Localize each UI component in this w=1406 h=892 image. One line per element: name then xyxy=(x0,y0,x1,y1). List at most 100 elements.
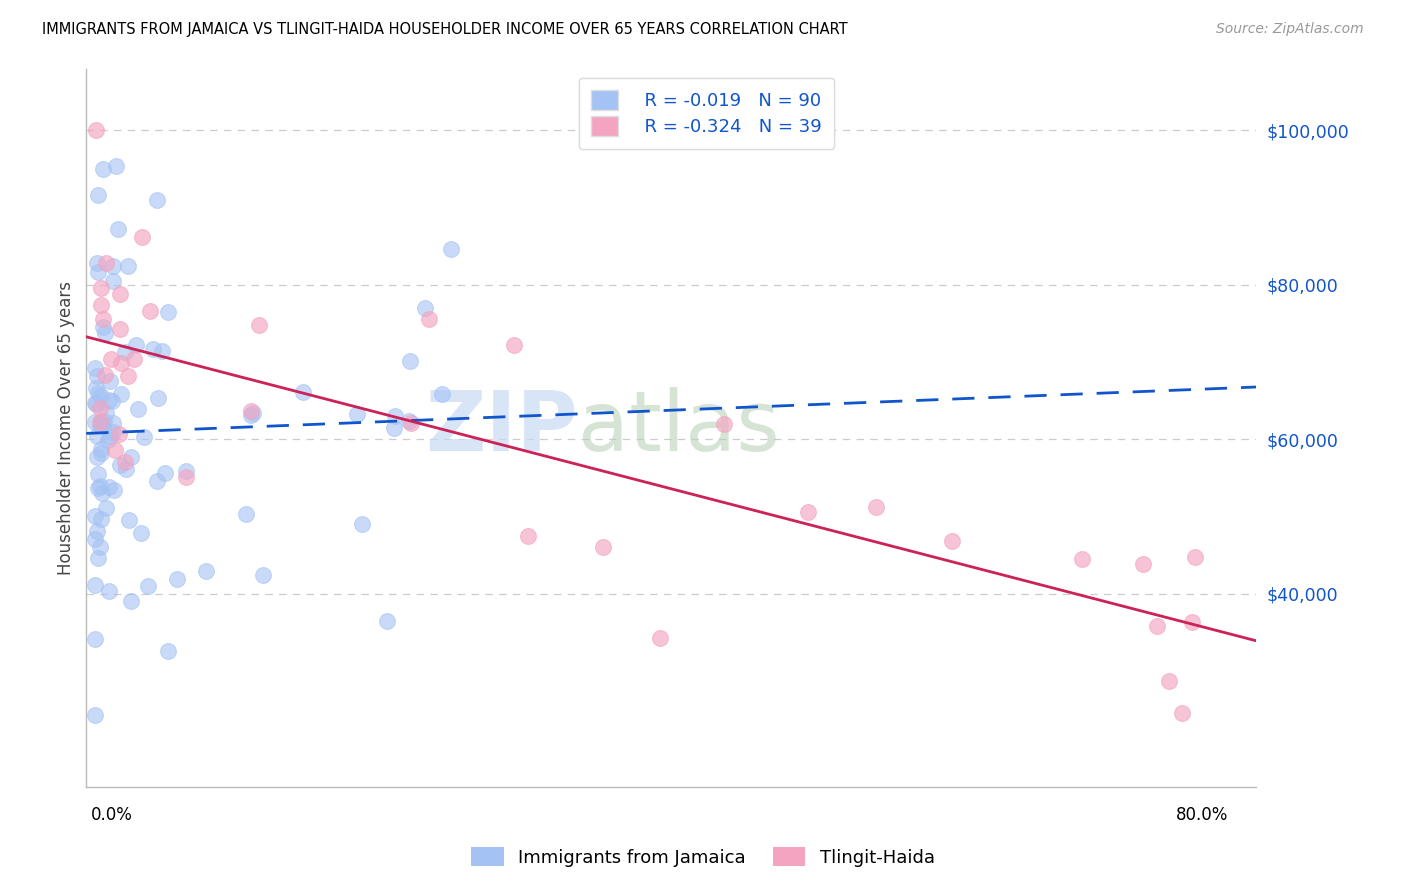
Point xyxy=(127,402,149,417)
Point xyxy=(89,281,111,295)
Point xyxy=(84,509,107,524)
Point xyxy=(239,404,262,418)
Legend: Immigrants from Jamaica, Tlingit-Haida: Immigrants from Jamaica, Tlingit-Haida xyxy=(464,840,942,874)
Point xyxy=(105,160,128,174)
Point xyxy=(84,361,107,376)
Point xyxy=(503,337,526,351)
Point xyxy=(142,343,165,357)
Point xyxy=(87,188,110,202)
Point xyxy=(101,393,124,408)
Point xyxy=(108,458,131,473)
Point xyxy=(114,345,136,359)
Point xyxy=(139,304,162,318)
Point xyxy=(89,479,111,493)
Point xyxy=(89,540,111,554)
Point xyxy=(418,312,440,326)
Point xyxy=(86,450,108,465)
Point xyxy=(91,320,114,334)
Point xyxy=(430,387,453,401)
Point xyxy=(84,397,107,411)
Point xyxy=(174,465,197,479)
Point xyxy=(83,532,105,546)
Point xyxy=(90,415,112,429)
Point xyxy=(114,455,136,469)
Point xyxy=(122,352,145,367)
Text: Source: ZipAtlas.com: Source: ZipAtlas.com xyxy=(1216,22,1364,37)
Point xyxy=(439,242,461,256)
Point xyxy=(153,466,176,480)
Point xyxy=(120,594,142,608)
Point xyxy=(1184,550,1206,565)
Point xyxy=(797,505,820,519)
Point xyxy=(107,222,129,236)
Point xyxy=(156,643,179,657)
Text: 0.0%: 0.0% xyxy=(90,806,132,824)
Point xyxy=(83,578,105,592)
Point xyxy=(86,428,108,442)
Point xyxy=(86,255,108,269)
Point xyxy=(384,409,406,424)
Point xyxy=(101,274,124,288)
Point xyxy=(93,312,115,326)
Point xyxy=(94,406,117,420)
Point xyxy=(110,286,132,301)
Point xyxy=(98,374,121,388)
Point xyxy=(346,407,368,421)
Point xyxy=(145,474,167,488)
Point xyxy=(86,481,108,495)
Point xyxy=(97,583,120,598)
Point xyxy=(292,384,315,399)
Point xyxy=(713,417,735,431)
Point xyxy=(90,298,112,312)
Point xyxy=(941,533,963,548)
Point xyxy=(242,406,264,420)
Point xyxy=(399,416,422,430)
Point xyxy=(104,443,127,458)
Point xyxy=(146,193,169,207)
Text: 80.0%: 80.0% xyxy=(1175,806,1227,824)
Point xyxy=(90,446,112,460)
Text: atlas: atlas xyxy=(578,387,779,468)
Point xyxy=(350,516,373,531)
Point xyxy=(1157,673,1180,688)
Point xyxy=(247,318,270,333)
Point xyxy=(117,259,139,273)
Point xyxy=(108,426,131,441)
Point xyxy=(375,615,398,629)
Point xyxy=(166,572,188,586)
Point xyxy=(384,421,406,435)
Point xyxy=(174,469,197,483)
Point xyxy=(93,161,115,176)
Point xyxy=(240,408,263,422)
Point xyxy=(134,430,156,444)
Point xyxy=(117,369,139,384)
Point xyxy=(1071,552,1094,566)
Point xyxy=(90,486,112,500)
Point xyxy=(94,255,117,269)
Point xyxy=(110,387,132,401)
Point xyxy=(90,389,112,403)
Point xyxy=(235,507,257,521)
Point xyxy=(1171,706,1194,720)
Point xyxy=(125,338,148,352)
Point xyxy=(865,500,887,514)
Point xyxy=(150,343,173,358)
Point xyxy=(117,513,139,527)
Point xyxy=(398,414,420,428)
Point xyxy=(1146,619,1168,633)
Point xyxy=(83,396,105,410)
Point xyxy=(1181,615,1204,630)
Point xyxy=(103,425,125,439)
Point xyxy=(136,579,159,593)
Point xyxy=(83,632,105,647)
Point xyxy=(96,501,118,516)
Point xyxy=(129,525,152,540)
Point xyxy=(87,386,110,401)
Point xyxy=(100,352,122,367)
Point xyxy=(98,392,121,407)
Point xyxy=(195,564,218,578)
Point xyxy=(86,265,108,279)
Text: IMMIGRANTS FROM JAMAICA VS TLINGIT-HAIDA HOUSEHOLDER INCOME OVER 65 YEARS CORREL: IMMIGRANTS FROM JAMAICA VS TLINGIT-HAIDA… xyxy=(42,22,848,37)
Point xyxy=(89,418,111,433)
Point xyxy=(108,322,131,336)
